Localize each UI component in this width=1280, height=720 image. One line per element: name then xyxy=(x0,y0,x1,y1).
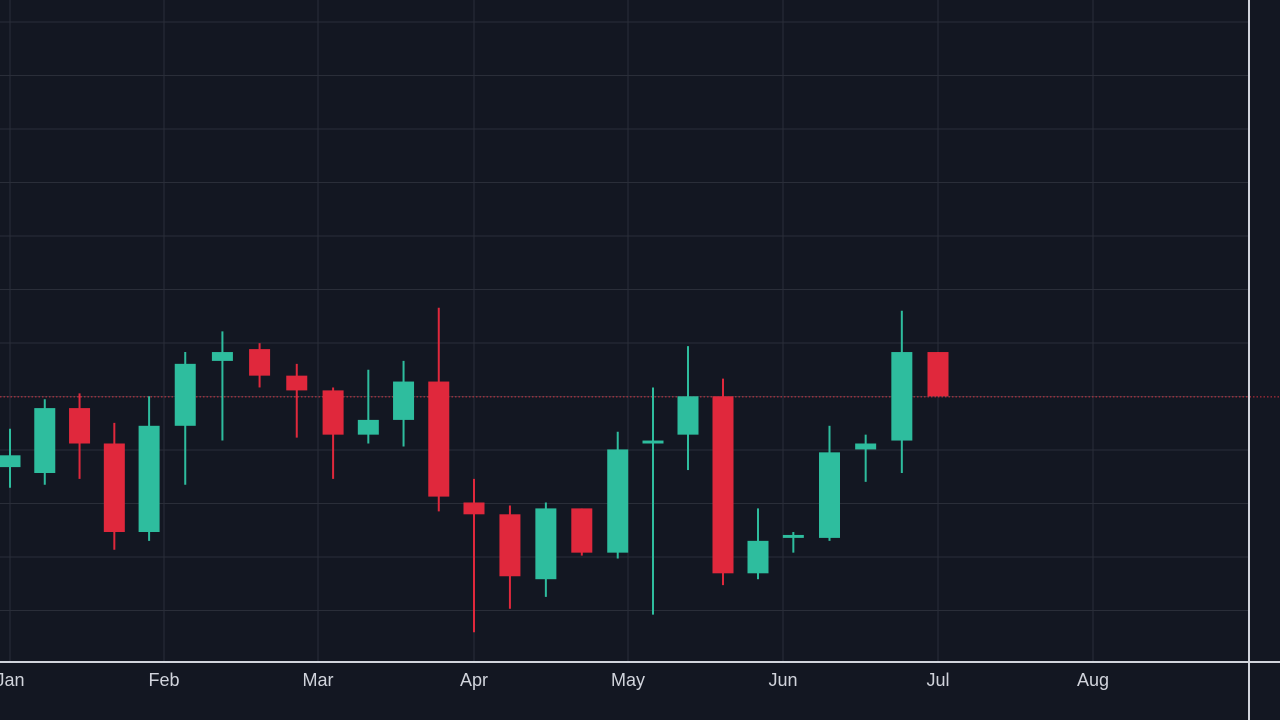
candles xyxy=(0,307,949,633)
candle-body-up xyxy=(211,352,233,361)
candle-body-up xyxy=(855,443,877,450)
candle xyxy=(322,387,344,479)
candle-body-up xyxy=(677,396,699,435)
candle-body-up xyxy=(357,419,379,435)
candle xyxy=(138,396,160,541)
candle xyxy=(211,331,233,441)
x-tick-label: May xyxy=(611,670,645,690)
candle xyxy=(747,508,769,580)
candle xyxy=(819,425,840,541)
x-tick-label: Mar xyxy=(303,670,334,690)
candle xyxy=(712,378,734,586)
candle-body-up xyxy=(891,352,913,441)
candle-body-down xyxy=(322,390,344,435)
candle-body-up xyxy=(535,508,557,580)
candle-body-down xyxy=(69,408,91,444)
candle xyxy=(571,508,593,556)
candle-body-down xyxy=(499,514,521,577)
x-tick-label: Jun xyxy=(768,670,797,690)
candle-body-down xyxy=(927,352,949,397)
candle-body-up xyxy=(0,455,21,468)
candle xyxy=(855,434,877,482)
candle xyxy=(0,428,21,488)
candle-body-down xyxy=(249,349,271,376)
candle-body-down xyxy=(428,381,450,497)
candle xyxy=(249,343,271,388)
candle xyxy=(174,352,196,485)
x-axis-labels: Jan Feb Mar Apr May Jun Jul Aug xyxy=(0,670,1109,690)
candle xyxy=(891,310,913,473)
candle xyxy=(428,307,450,512)
candle xyxy=(782,532,804,553)
candle xyxy=(499,505,521,609)
candle xyxy=(535,502,557,597)
candle-body-up xyxy=(174,363,196,426)
grid xyxy=(0,0,1249,662)
x-tick-label: Apr xyxy=(460,670,488,690)
x-tick-label: Aug xyxy=(1077,670,1109,690)
candle-body-down xyxy=(463,502,485,515)
candle-body-up xyxy=(138,425,160,532)
candle xyxy=(642,387,664,615)
candle-body-down xyxy=(571,508,593,553)
candle xyxy=(69,393,91,479)
candle-body-up xyxy=(747,540,769,574)
candle-body-up xyxy=(819,452,840,538)
candle xyxy=(286,363,308,438)
candle-body-down xyxy=(712,396,734,574)
candle-body-up xyxy=(34,408,56,473)
candle xyxy=(357,369,379,444)
candle xyxy=(34,399,56,485)
candle xyxy=(677,346,699,471)
candle-body-down xyxy=(286,375,308,391)
candle-body-up xyxy=(393,381,415,420)
candle xyxy=(393,360,415,447)
candle-body-up xyxy=(782,534,804,538)
x-tick-label: Feb xyxy=(148,670,179,690)
candle xyxy=(103,422,125,550)
candle xyxy=(463,478,485,633)
candle-body-down xyxy=(103,443,125,532)
candle xyxy=(927,352,949,397)
x-tick-label: Jan xyxy=(0,670,25,690)
candle-body-up xyxy=(607,449,629,553)
candle xyxy=(607,431,629,559)
x-tick-label: Jul xyxy=(926,670,949,690)
candle-body-up xyxy=(642,440,664,444)
